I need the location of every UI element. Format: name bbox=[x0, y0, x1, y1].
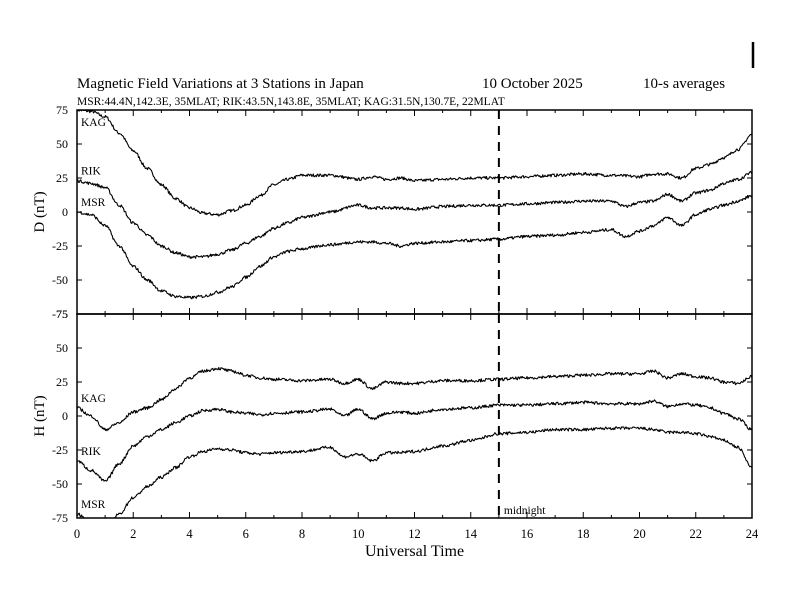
y-tick-label: -50 bbox=[52, 273, 68, 287]
chart-stations-line: MSR:44.4N,142.3E, 35MLAT; RIK:43.5N,143.… bbox=[77, 96, 505, 108]
panel-frame bbox=[76, 313, 753, 519]
y-axis-label: H (nT) bbox=[32, 395, 48, 436]
y-axis-label: D (nT) bbox=[32, 191, 48, 232]
x-tick-label: 22 bbox=[690, 527, 703, 541]
x-tick-label: 8 bbox=[299, 527, 305, 541]
chart-averaging: 10-s averages bbox=[643, 76, 725, 92]
x-tick-label: 20 bbox=[633, 527, 646, 541]
series-line-H-rik bbox=[76, 399, 753, 482]
x-axis-label: Universal Time bbox=[365, 543, 464, 560]
y-tick-label: 0 bbox=[62, 205, 68, 219]
y-tick-label: 50 bbox=[56, 137, 68, 151]
y-tick-label: 25 bbox=[56, 375, 68, 389]
y-tick-label: -25 bbox=[52, 443, 68, 457]
series-label-msr: MSR bbox=[81, 499, 106, 511]
x-tick-label: 2 bbox=[130, 527, 136, 541]
series-label-kag: KAG bbox=[81, 117, 106, 129]
y-tick-label: -75 bbox=[52, 307, 68, 321]
x-tick-label: 4 bbox=[186, 527, 193, 541]
series-label-rik: RIK bbox=[81, 166, 102, 178]
x-tick-label: 24 bbox=[746, 527, 759, 541]
panel-frame bbox=[76, 109, 753, 315]
y-tick-label: -75 bbox=[52, 511, 68, 525]
y-tick-label: 25 bbox=[56, 171, 68, 185]
panel-D: 75 50 25 0 -25 -50 -75 D (nT) KAG RIK MSR bbox=[32, 103, 753, 321]
chart-date: 10 October 2025 bbox=[482, 76, 583, 92]
x-tick-label: 14 bbox=[465, 527, 478, 541]
x-tick-label: 16 bbox=[521, 527, 534, 541]
y-tick-label: 75 bbox=[56, 307, 68, 321]
y-tick-label: -50 bbox=[52, 477, 68, 491]
series-line-D-msr bbox=[76, 194, 753, 300]
x-tick-label: 10 bbox=[352, 527, 365, 541]
chart-title: Magnetic Field Variations at 3 Stations … bbox=[77, 76, 364, 92]
y-tick-label: 0 bbox=[62, 409, 68, 423]
series-label-msr: MSR bbox=[81, 197, 106, 209]
series-line-H-kag bbox=[76, 366, 753, 432]
midnight-label: midnight bbox=[504, 505, 546, 517]
series-line-H-msr bbox=[76, 426, 753, 519]
panel-H: 75 50 25 0 -25 -50 -75 H (nT) midnight KAG RIK MSR 0… bbox=[32, 307, 759, 560]
series-label-rik: RIK bbox=[81, 446, 102, 458]
x-tick-label: 6 bbox=[243, 527, 249, 541]
series-label-kag: KAG bbox=[81, 393, 106, 405]
x-tick-label: 12 bbox=[408, 527, 421, 541]
y-tick-label: -25 bbox=[52, 239, 68, 253]
y-tick-label: 75 bbox=[56, 103, 68, 117]
series-line-D-kag bbox=[76, 109, 753, 217]
x-tick-label: 0 bbox=[74, 527, 80, 541]
y-tick-label: 50 bbox=[56, 341, 68, 355]
series-line-D-rik bbox=[76, 170, 753, 259]
x-tick-label: 18 bbox=[577, 527, 590, 541]
